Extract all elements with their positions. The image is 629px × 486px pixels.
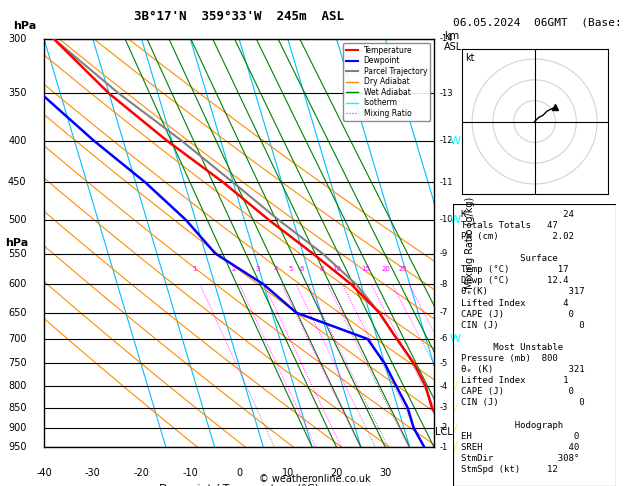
Text: -8: -8 bbox=[440, 280, 448, 289]
Text: 350: 350 bbox=[8, 88, 26, 99]
Text: 4: 4 bbox=[274, 266, 278, 272]
Text: -14: -14 bbox=[440, 35, 454, 43]
Text: 06.05.2024  06GMT  (Base: 06): 06.05.2024 06GMT (Base: 06) bbox=[453, 17, 629, 27]
Text: © weatheronline.co.uk: © weatheronline.co.uk bbox=[259, 473, 370, 484]
Text: 1: 1 bbox=[192, 266, 197, 272]
Text: LCL: LCL bbox=[435, 427, 452, 437]
Text: 750: 750 bbox=[8, 358, 26, 368]
Text: 500: 500 bbox=[8, 215, 26, 225]
Text: -4: -4 bbox=[440, 382, 448, 391]
Text: 5: 5 bbox=[288, 266, 292, 272]
Text: 2: 2 bbox=[231, 266, 236, 272]
Text: hPa: hPa bbox=[5, 238, 28, 248]
Text: -2: -2 bbox=[440, 423, 448, 433]
Text: -5: -5 bbox=[440, 359, 448, 368]
Text: 450: 450 bbox=[8, 177, 26, 188]
Text: 15: 15 bbox=[361, 266, 370, 272]
Text: 400: 400 bbox=[8, 136, 26, 146]
Text: W: W bbox=[450, 334, 461, 344]
Text: 3: 3 bbox=[256, 266, 260, 272]
Text: /: / bbox=[454, 403, 457, 413]
Text: Mixing Ratio (g/kg): Mixing Ratio (g/kg) bbox=[465, 197, 475, 289]
Text: 900: 900 bbox=[8, 423, 26, 433]
Text: -12: -12 bbox=[440, 136, 454, 145]
Text: 20: 20 bbox=[382, 266, 391, 272]
Text: /: / bbox=[454, 423, 457, 433]
Text: -10: -10 bbox=[182, 468, 198, 478]
Legend: Temperature, Dewpoint, Parcel Trajectory, Dry Adiabat, Wet Adiabat, Isotherm, Mi: Temperature, Dewpoint, Parcel Trajectory… bbox=[343, 43, 430, 121]
Text: 30: 30 bbox=[379, 468, 391, 478]
Text: 10: 10 bbox=[332, 266, 341, 272]
Text: -10: -10 bbox=[440, 215, 454, 225]
Text: 950: 950 bbox=[8, 442, 26, 452]
Text: -11: -11 bbox=[440, 178, 454, 187]
Text: km
ASL: km ASL bbox=[444, 31, 462, 52]
Text: Dewpoint / Temperature (°C): Dewpoint / Temperature (°C) bbox=[159, 484, 319, 486]
Text: -40: -40 bbox=[36, 468, 52, 478]
Text: 25: 25 bbox=[399, 266, 408, 272]
Text: -9: -9 bbox=[440, 249, 448, 258]
Text: 700: 700 bbox=[8, 334, 26, 344]
Text: W: W bbox=[450, 136, 461, 146]
Text: -13: -13 bbox=[440, 89, 454, 98]
Text: -3: -3 bbox=[440, 403, 448, 412]
Text: 0: 0 bbox=[236, 468, 242, 478]
Text: hPa: hPa bbox=[13, 21, 36, 31]
Text: 20: 20 bbox=[330, 468, 343, 478]
Text: /: / bbox=[454, 442, 457, 452]
Text: -6: -6 bbox=[440, 334, 448, 344]
Text: 850: 850 bbox=[8, 403, 26, 413]
Text: 800: 800 bbox=[8, 381, 26, 391]
Text: 550: 550 bbox=[8, 248, 26, 259]
Text: K                  24
Totals Totals   47
PW (cm)          2.02

           Surfa: K 24 Totals Totals 47 PW (cm) 2.02 Surfa bbox=[461, 210, 585, 474]
Text: -20: -20 bbox=[133, 468, 150, 478]
Text: /: / bbox=[454, 381, 457, 391]
Text: kt: kt bbox=[465, 53, 474, 63]
Text: 3B°17'N  359°33'W  245m  ASL: 3B°17'N 359°33'W 245m ASL bbox=[134, 10, 344, 22]
Text: W: W bbox=[450, 215, 461, 225]
Text: 300: 300 bbox=[8, 34, 26, 44]
Text: 600: 600 bbox=[8, 279, 26, 289]
Text: 8: 8 bbox=[319, 266, 324, 272]
Text: -30: -30 bbox=[85, 468, 101, 478]
Text: 10: 10 bbox=[282, 468, 294, 478]
Text: 650: 650 bbox=[8, 308, 26, 318]
Text: -1: -1 bbox=[440, 443, 448, 451]
Text: -7: -7 bbox=[440, 308, 448, 317]
Text: 6: 6 bbox=[300, 266, 304, 272]
